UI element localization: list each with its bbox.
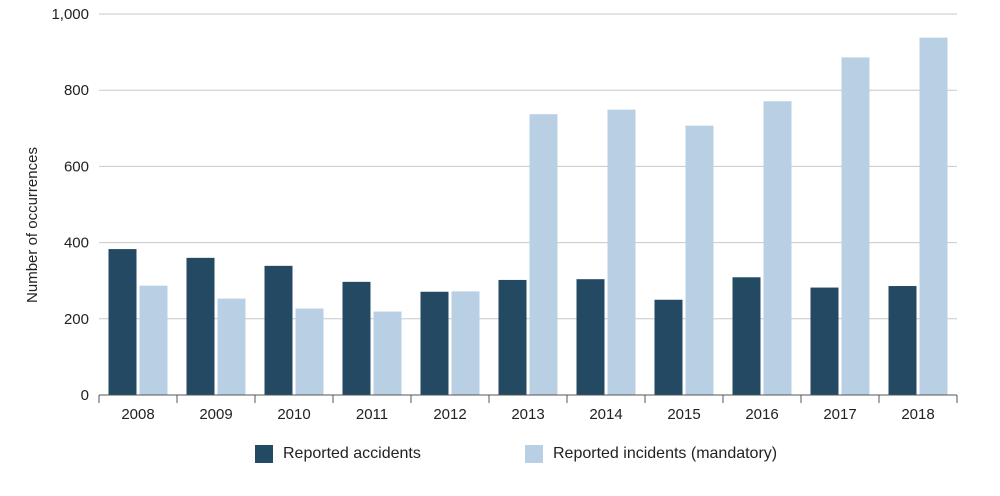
bars [108,37,948,396]
legend: Reported accidents Reported incidents (m… [0,440,1000,468]
bar-accidents-2008 [108,249,137,395]
y-tick-label: 1,000 [51,6,89,23]
bar-accidents-2017 [810,287,839,395]
y-tick-label: 200 [64,311,89,328]
bar-accidents-2010 [264,265,293,395]
bar-incidents-2017 [841,57,870,396]
bar-accidents-2009 [186,257,215,395]
legend-label-incidents: Reported incidents (mandatory) [553,445,778,462]
bar-incidents-2012 [451,291,480,395]
bar-incidents-2010 [295,308,324,395]
bar-accidents-2012 [420,291,449,395]
bar-accidents-2011 [342,281,371,395]
x-axis: 2008 2009 2010 2011 2012 2013 2014 2015 2016 2017… [98,394,958,423]
bar-incidents-2018 [919,37,948,395]
gridlines [99,13,957,320]
x-tick-label: 2016 [745,406,778,423]
bar-incidents-2009 [217,298,246,395]
x-tick-label: 2011 [356,406,388,423]
bar-incidents-2013 [529,114,558,395]
y-tick-label: 0 [81,387,89,404]
y-tick-label: 800 [64,82,89,99]
x-tick-label: 2013 [511,406,544,423]
bar-incidents-2008 [139,285,168,395]
legend-item-incidents: Reported incidents (mandatory) [525,440,777,468]
y-axis-label: Number of occurrences [24,147,41,303]
x-tick-label: 2014 [589,406,622,423]
legend-item-accidents: Reported accidents [255,440,421,468]
legend-label-accidents: Reported accidents [283,445,421,462]
bar-incidents-2015 [685,125,714,396]
bar-incidents-2016 [763,101,792,396]
bar-incidents-2011 [373,311,402,395]
x-tick-label: 2012 [433,406,466,423]
legend-swatch-incidents [525,445,543,463]
bar-accidents-2016 [732,277,761,395]
y-tick-label: 600 [64,158,89,175]
y-tick-label: 400 [64,235,89,252]
bar-incidents-2014 [607,109,636,396]
x-tick-label: 2009 [199,406,232,423]
x-tick-label: 2018 [901,406,934,423]
bar-accidents-2013 [498,279,527,395]
x-tick-label: 2015 [667,406,700,423]
x-tick-label: 2008 [121,406,154,423]
bar-accidents-2018 [888,286,917,395]
x-tick-label: 2010 [277,406,310,423]
x-tick-label: 2017 [823,406,856,423]
bar-accidents-2015 [654,299,683,395]
y-tick-labels: 0 200 400 600 800 1,000 [51,6,89,404]
bar-chart: Number of occurrences 0 200 400 600 800 1,000… [24,6,958,423]
legend-swatch-accidents [255,445,273,463]
bar-accidents-2014 [576,279,605,395]
